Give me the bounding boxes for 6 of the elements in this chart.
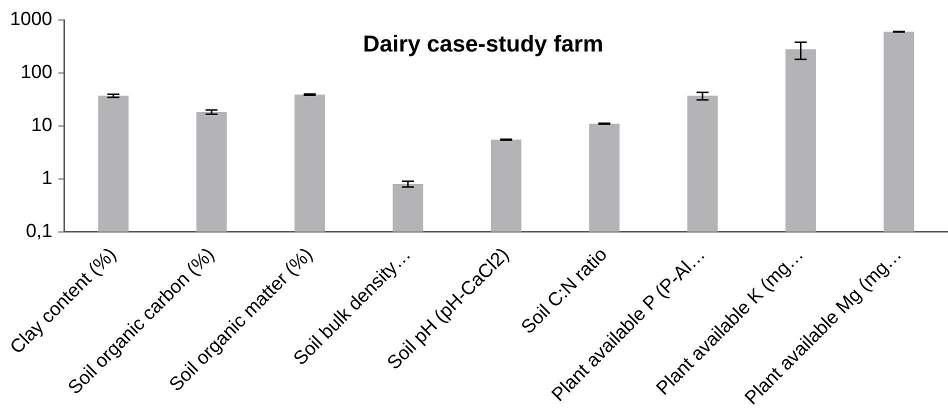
- text: Dairy case-study farm: [362, 30, 604, 56]
- y-tick-label: 10: [31, 115, 52, 136]
- y-tick-label: 0,1: [26, 221, 52, 242]
- y-tick-label: 1000: [10, 9, 52, 30]
- y-tick-label: 100: [20, 62, 52, 84]
- y-tick-label: 1: [42, 168, 52, 190]
